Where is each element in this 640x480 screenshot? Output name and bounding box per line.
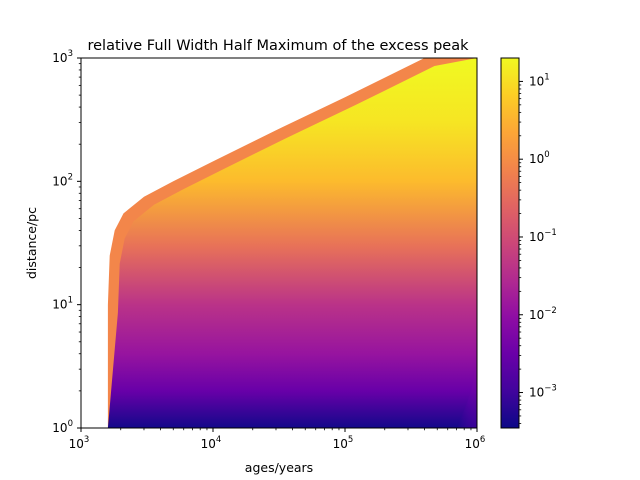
y-tick-label-1: 101 (52, 296, 73, 312)
colorbar-tick-label-1: 100 (529, 150, 550, 166)
x-tick-label-3: 106 (465, 435, 486, 451)
x-tick-label-0: 103 (69, 435, 90, 451)
colorbar-tick-label-2: 10−1 (529, 228, 557, 244)
x-axis: 103 104 105 106 (69, 428, 486, 451)
colorbar: 101 100 10−1 10−2 10−3 (500, 57, 557, 429)
heatmap-lower-right-corner (455, 358, 477, 428)
y-tick-label-2: 102 (52, 172, 73, 188)
y-axis-label: distance/pc (24, 207, 39, 279)
plot-area (80, 57, 478, 429)
x-tick-label-2: 105 (333, 435, 354, 451)
colorbar-ticks: 101 100 10−1 10−2 10−3 (519, 72, 557, 424)
colorbar-bar (501, 58, 519, 428)
colorbar-tick-label-3: 10−2 (529, 306, 557, 322)
colorbar-tick-label-0: 101 (529, 72, 550, 88)
chart-title: relative Full Width Half Maximum of the … (87, 38, 469, 54)
y-tick-label-3: 103 (52, 49, 73, 65)
y-tick-label-0: 100 (52, 419, 73, 435)
heatmap-field (107, 58, 477, 428)
colorbar-tick-label-4: 10−3 (529, 384, 557, 400)
plot-frame (80, 57, 478, 429)
colorbar-frame (500, 57, 520, 429)
y-axis: 100 101 102 103 (52, 49, 81, 435)
x-axis-label: ages/years (245, 460, 313, 475)
x-tick-label-1: 104 (201, 435, 222, 451)
heatmap-layer (107, 58, 477, 428)
